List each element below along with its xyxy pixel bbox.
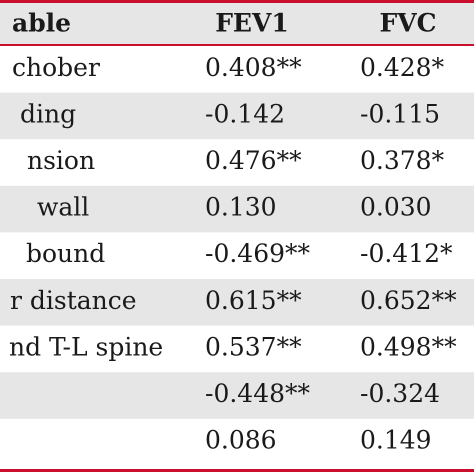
row-background	[0, 372, 474, 419]
fvc-cell: 0.428*	[360, 53, 445, 82]
fvc-cell: -0.412*	[360, 239, 453, 268]
fev1-cell: 0.130	[205, 193, 277, 222]
row-label: chober	[12, 53, 100, 82]
fev1-cell: 0.476**	[205, 146, 302, 175]
fvc-cell: 0.498**	[360, 332, 457, 361]
header-rule	[0, 44, 474, 46]
bottom-rule	[0, 469, 474, 472]
fvc-cell: 0.030	[360, 193, 432, 222]
fev1-cell: 0.086	[205, 426, 277, 455]
row-background	[0, 279, 474, 326]
header-background	[0, 3, 474, 45]
fev1-cell: 0.408**	[205, 53, 302, 82]
row-label: wall	[37, 193, 89, 222]
header-cell: FEV1	[215, 9, 289, 38]
row-label: ding	[20, 99, 76, 128]
fvc-cell: -0.115	[360, 99, 440, 128]
row-label: nd T-L spine	[9, 332, 163, 361]
row-label: r distance	[10, 286, 137, 315]
fev1-cell: 0.615**	[205, 286, 302, 315]
row-label: bound	[26, 239, 105, 268]
fvc-cell: 0.378*	[360, 146, 445, 175]
row-background	[0, 92, 474, 140]
row-background	[0, 185, 474, 233]
fev1-cell: -0.469**	[205, 239, 311, 268]
fev1-cell: -0.142	[205, 99, 285, 128]
fev1-cell: -0.448**	[205, 379, 311, 408]
fev1-cell: 0.537**	[205, 332, 302, 361]
row-label: nsion	[27, 146, 95, 175]
top-rule	[0, 0, 474, 3]
fvc-cell: 0.652**	[360, 286, 457, 315]
header-cell: able	[12, 9, 71, 38]
fvc-cell: 0.149	[360, 426, 432, 455]
header-cell: FVC	[379, 9, 436, 38]
fvc-cell: -0.324	[360, 379, 440, 408]
rows: chober 0.408** 0.428* ding -0.142 -0.115 nsion…	[0, 53, 474, 455]
